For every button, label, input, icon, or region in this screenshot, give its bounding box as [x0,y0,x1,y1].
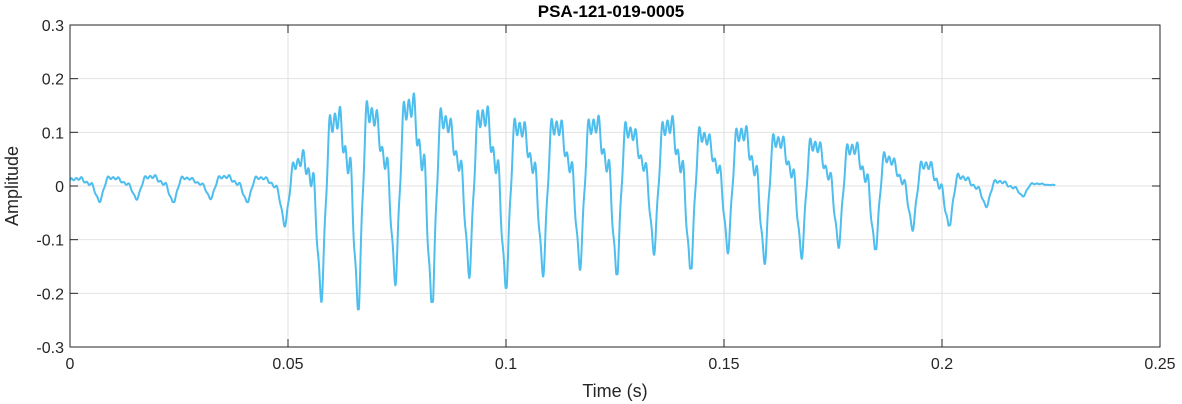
y-tick-label: -0.2 [36,286,64,303]
x-tick-label: 0.05 [272,356,303,373]
y-tick-label: -0.3 [36,340,64,357]
series-line [70,92,1057,311]
x-tick-label: 0.25 [1144,356,1175,373]
x-tick-label: 0.2 [931,356,953,373]
x-tick-label: 0.15 [708,356,739,373]
axis-ticks [69,24,1161,348]
y-tick-label: 0.2 [42,72,64,89]
x-tick-label: 0.1 [495,356,517,373]
plot-region [70,92,1057,311]
x-tick-label: 0 [66,356,75,373]
chart-title: PSA-121-019-0005 [538,2,684,21]
y-tick-label: 0.3 [42,18,64,35]
x-axis-label: Time (s) [582,381,647,401]
y-tick-label: 0 [55,179,64,196]
y-axis-label: Amplitude [2,146,22,226]
y-tick-label: 0.1 [42,125,64,142]
y-tick-label: -0.1 [36,233,64,250]
y-tick-labels: -0.3 -0.2 -0.1 0 0.1 0.2 0.3 [36,18,64,357]
x-tick-labels: 0 0.05 0.1 0.15 0.2 0.25 [66,356,1176,373]
